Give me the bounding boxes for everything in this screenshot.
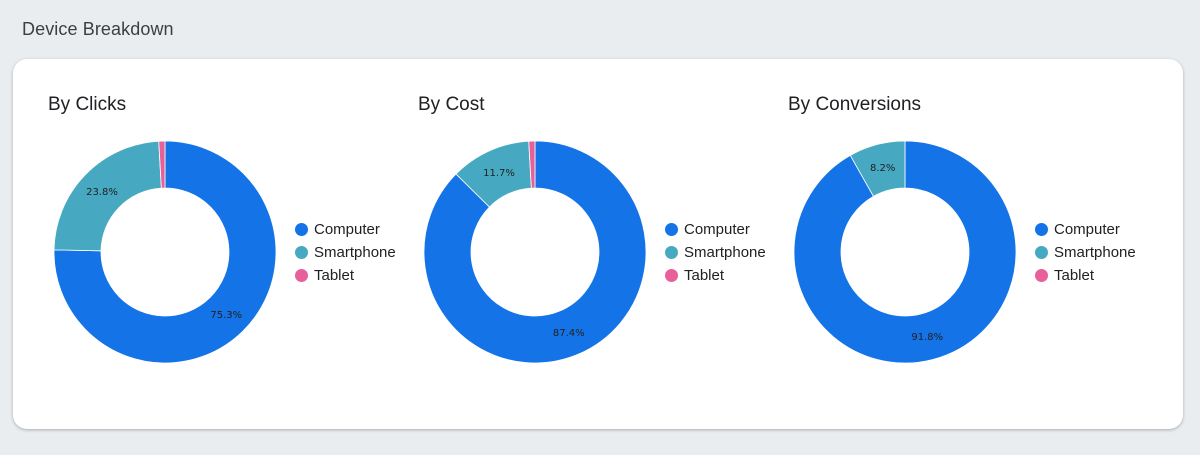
chart-title-cost: By Cost bbox=[418, 94, 485, 115]
chart-panel-clicks: By Clicks 75.3% 23.8% Computer Smartphone… bbox=[13, 59, 396, 429]
donut-chart-conversions[interactable]: 91.8% 8.2% bbox=[791, 138, 1019, 366]
donut-chart-cost[interactable]: 87.4% 11.7% bbox=[421, 138, 649, 366]
legend-item-computer[interactable]: Computer bbox=[665, 218, 766, 241]
legend-conversions: Computer Smartphone Tablet bbox=[1035, 218, 1136, 287]
legend-label: Tablet bbox=[1054, 267, 1095, 284]
data-label-smartphone: 23.8% bbox=[86, 187, 118, 198]
donut-chart-clicks[interactable]: 75.3% 23.8% bbox=[51, 138, 279, 366]
chart-title-conversions: By Conversions bbox=[788, 94, 922, 115]
chart-title-clicks: By Clicks bbox=[48, 94, 127, 115]
chart-panel-conversions: By Conversions 91.8% 8.2% Computer Smartp… bbox=[753, 59, 1136, 429]
legend-label: Smartphone bbox=[314, 244, 396, 261]
legend-item-smartphone[interactable]: Smartphone bbox=[665, 241, 766, 264]
data-label-computer: 87.4% bbox=[553, 328, 585, 339]
donut-slice-computer[interactable] bbox=[793, 140, 1017, 364]
donut-slice-computer[interactable] bbox=[53, 140, 277, 364]
legend-item-computer[interactable]: Computer bbox=[1035, 218, 1136, 241]
legend-label: Tablet bbox=[684, 267, 725, 284]
legend-cost: Computer Smartphone Tablet bbox=[665, 218, 766, 287]
tablet-color-swatch bbox=[295, 269, 308, 282]
computer-color-swatch bbox=[665, 223, 678, 236]
device-breakdown-card: By Clicks 75.3% 23.8% Computer Smartphone… bbox=[13, 59, 1183, 429]
legend-label: Smartphone bbox=[1054, 244, 1136, 261]
computer-color-swatch bbox=[1035, 223, 1048, 236]
legend-label: Computer bbox=[314, 221, 380, 238]
data-label-computer: 75.3% bbox=[210, 310, 242, 321]
legend-item-smartphone[interactable]: Smartphone bbox=[295, 241, 396, 264]
legend-item-smartphone[interactable]: Smartphone bbox=[1035, 241, 1136, 264]
chart-panel-cost: By Cost 87.4% 11.7% Computer Smartphone T… bbox=[383, 59, 766, 429]
donut-slice-computer[interactable] bbox=[423, 140, 647, 364]
data-label-computer: 91.8% bbox=[911, 332, 943, 343]
legend-item-tablet[interactable]: Tablet bbox=[295, 264, 396, 287]
tablet-color-swatch bbox=[665, 269, 678, 282]
legend-clicks: Computer Smartphone Tablet bbox=[295, 218, 396, 287]
donut-slice-tablet[interactable] bbox=[158, 140, 166, 189]
smartphone-color-swatch bbox=[665, 246, 678, 259]
data-label-smartphone: 8.2% bbox=[870, 163, 895, 174]
smartphone-color-swatch bbox=[1035, 246, 1048, 259]
legend-label: Computer bbox=[684, 221, 750, 238]
data-label-smartphone: 11.7% bbox=[483, 168, 515, 179]
smartphone-color-swatch bbox=[295, 246, 308, 259]
legend-item-tablet[interactable]: Tablet bbox=[665, 264, 766, 287]
donut-slice-tablet[interactable] bbox=[528, 140, 536, 189]
legend-label: Computer bbox=[1054, 221, 1120, 238]
donut-slice-smartphone[interactable] bbox=[849, 140, 906, 197]
computer-color-swatch bbox=[295, 223, 308, 236]
legend-item-computer[interactable]: Computer bbox=[295, 218, 396, 241]
section-title: Device Breakdown bbox=[22, 19, 174, 39]
legend-item-tablet[interactable]: Tablet bbox=[1035, 264, 1136, 287]
tablet-color-swatch bbox=[1035, 269, 1048, 282]
legend-label: Smartphone bbox=[684, 244, 766, 261]
legend-label: Tablet bbox=[314, 267, 355, 284]
